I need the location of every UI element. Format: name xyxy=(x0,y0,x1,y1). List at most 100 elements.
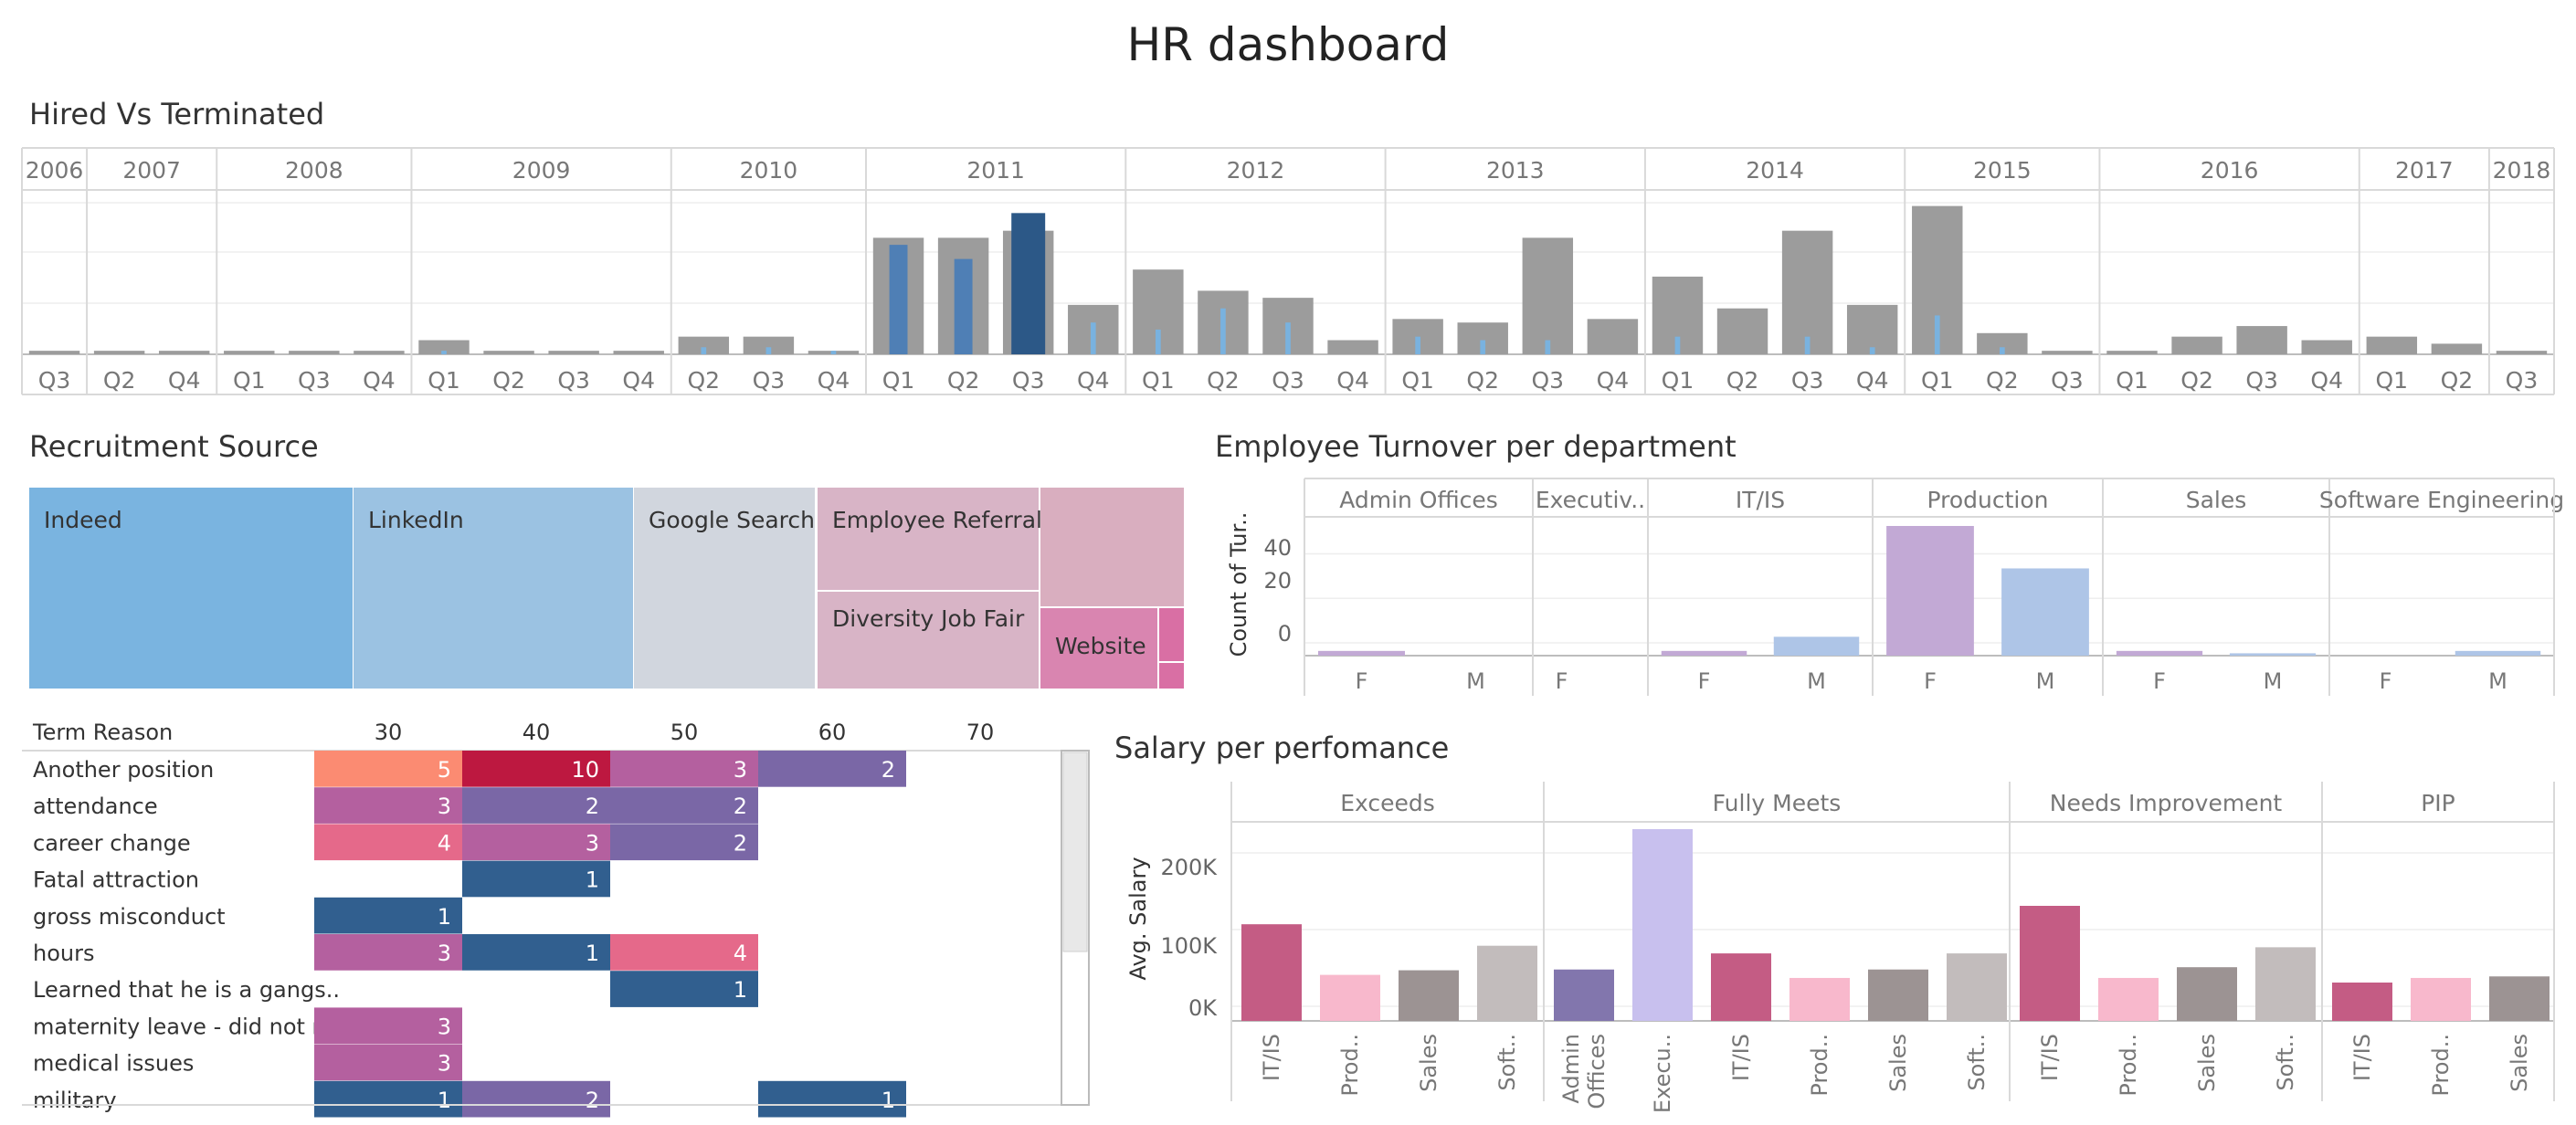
hvt-year-label: 2014 xyxy=(1746,157,1804,184)
tile-employee-referral xyxy=(818,488,1039,590)
sp-dept-label: IT/IS xyxy=(2349,1034,2375,1081)
to-bar xyxy=(1318,650,1405,656)
hired-terminated-title: Hired Vs Terminated xyxy=(29,97,325,131)
sp-dept-label: Prod.. xyxy=(2428,1034,2454,1097)
to-bar xyxy=(1661,650,1747,656)
hvt-quarter-label: Q1 xyxy=(1142,367,1175,394)
to-dept-label: IT/IS xyxy=(1736,487,1785,513)
hvt-hired-bar xyxy=(548,351,599,354)
sp-bar xyxy=(2255,947,2316,1021)
hvt-year-label: 2015 xyxy=(1973,157,2032,184)
term-col-label: 30 xyxy=(375,720,403,745)
term-row-label: Fatal attraction xyxy=(33,867,199,893)
hvt-terminated-bar xyxy=(1804,336,1811,354)
hvt-quarter-label: Q2 xyxy=(1207,367,1240,394)
term-row-label: medical issues xyxy=(33,1051,194,1077)
tile-employee-referral-label: Employee Referral xyxy=(832,507,1042,533)
hvt-quarter-label: Q4 xyxy=(818,367,850,394)
hvt-quarter-label: Q3 xyxy=(1272,367,1304,394)
sp-bar xyxy=(1947,953,2007,1021)
term-cell xyxy=(314,1080,462,1118)
term-cell xyxy=(462,787,610,824)
hvt-terminated-bar xyxy=(765,347,772,354)
sp-dept-label: Soft.. xyxy=(1494,1034,1520,1091)
hvt-hired-bar xyxy=(354,351,405,354)
sp-ylabel: Avg. Salary xyxy=(1125,857,1151,980)
sp-bar xyxy=(1711,953,1771,1021)
sp-bar xyxy=(1320,974,1380,1021)
hvt-quarter-label: Q3 xyxy=(557,367,590,394)
term-row-label: hours xyxy=(33,941,94,966)
term-cell-value: 2 xyxy=(734,830,747,856)
term-row-label: military xyxy=(33,1088,117,1113)
term-cell xyxy=(314,897,462,934)
term-cell-value: 3 xyxy=(438,1014,451,1039)
tile-diversity-job-fair-label: Diversity Job Fair xyxy=(832,605,1025,632)
sp-bar xyxy=(2489,976,2550,1021)
to-gender-label: F xyxy=(2380,668,2392,694)
hvt-hired-bar xyxy=(1716,308,1768,354)
term-col-label: 50 xyxy=(670,720,699,745)
to-dept-label: Sales xyxy=(2186,487,2247,513)
to-bar xyxy=(2001,568,2089,656)
hvt-quarter-label: Q4 xyxy=(363,367,396,394)
hvt-quarter-label: Q4 xyxy=(1856,367,1889,394)
hvt-hired-bar xyxy=(1587,319,1639,354)
hvt-terminated-bar xyxy=(441,351,447,354)
sp-group-label: Fully Meets xyxy=(1713,790,1842,816)
term-cell-value: 1 xyxy=(438,904,451,930)
hvt-hired-bar xyxy=(1522,237,1574,354)
employee-turnover-chart[interactable]: 40 20 0 Count of Tur.. Admin Offices F M Execut… xyxy=(0,0,2576,712)
hvt-terminated-bar xyxy=(1220,308,1226,354)
hvt-hired-bar xyxy=(613,351,664,354)
hvt-hired-bar xyxy=(158,351,210,354)
hvt-terminated-bar xyxy=(701,347,707,354)
term-cell-value: 2 xyxy=(882,757,895,783)
to-gender-label: M xyxy=(1466,668,1485,694)
term-reason-table[interactable]: Term Reason 30 40 50 60 70 Another position 5 10… xyxy=(0,0,1114,1125)
page-title: HR dashboard xyxy=(1126,18,1450,71)
hvt-quarter-label: Q2 xyxy=(1466,367,1499,394)
sp-dept-label: Offices xyxy=(1584,1034,1610,1109)
term-cell xyxy=(314,787,462,824)
to-gender-label: F xyxy=(1356,668,1368,694)
term-cell-value: 3 xyxy=(438,1051,451,1077)
hvt-quarter-label: Q1 xyxy=(882,367,915,394)
sp-dept-label: Prod.. xyxy=(1337,1034,1363,1097)
term-scrollbar-thumb[interactable] xyxy=(1062,752,1088,952)
term-cell-value: 5 xyxy=(438,757,451,783)
term-cell-value: 1 xyxy=(586,867,599,893)
hvt-quarter-label: Q3 xyxy=(2051,367,2084,394)
to-gender-label: M xyxy=(2036,668,2055,694)
hvt-year-label: 2010 xyxy=(740,157,798,184)
hvt-terminated-bar xyxy=(1090,322,1096,354)
hvt-quarter-label: Q3 xyxy=(38,367,71,394)
hvt-hired-bar xyxy=(289,351,340,354)
term-cell-value: 3 xyxy=(438,941,451,966)
recruitment-source-treemap[interactable]: Indeed LinkedIn Google Search Employee Refe… xyxy=(0,0,1206,712)
hvt-hired-bar xyxy=(2301,340,2352,354)
hvt-year-label: 2016 xyxy=(2201,157,2259,184)
to-bar xyxy=(2229,653,2317,656)
term-col-label: 40 xyxy=(523,720,551,745)
to-ytick: 20 xyxy=(1263,568,1292,594)
hvt-quarter-label: Q2 xyxy=(103,367,136,394)
sp-dept-label: Prod.. xyxy=(2116,1034,2141,1097)
turnover-title: Employee Turnover per department xyxy=(1215,429,1737,464)
hvt-hired-bar xyxy=(28,351,80,354)
hvt-quarter-label: Q3 xyxy=(298,367,331,394)
hvt-quarter-label: Q2 xyxy=(1986,367,2019,394)
hvt-quarter-label: Q2 xyxy=(492,367,525,394)
hvt-year-label: 2017 xyxy=(2395,157,2454,184)
term-cell xyxy=(314,1044,462,1081)
term-cell xyxy=(462,860,610,898)
hvt-quarter-label: Q3 xyxy=(753,367,786,394)
hired-vs-terminated-chart[interactable]: 2006 Q3 2007 Q2 Q4 2008 Q1 Q3 Q4 2009 Q1 Q2 Q3 Q4 2010… xyxy=(0,0,2576,420)
hvt-year-label: 2018 xyxy=(2493,157,2551,184)
hvt-quarter-label: Q1 xyxy=(2376,367,2409,394)
term-cell-value: 4 xyxy=(734,941,747,966)
hvt-terminated-bar xyxy=(1934,315,1940,354)
term-row-label: career change xyxy=(33,830,191,856)
to-gender-label: M xyxy=(1807,668,1826,694)
